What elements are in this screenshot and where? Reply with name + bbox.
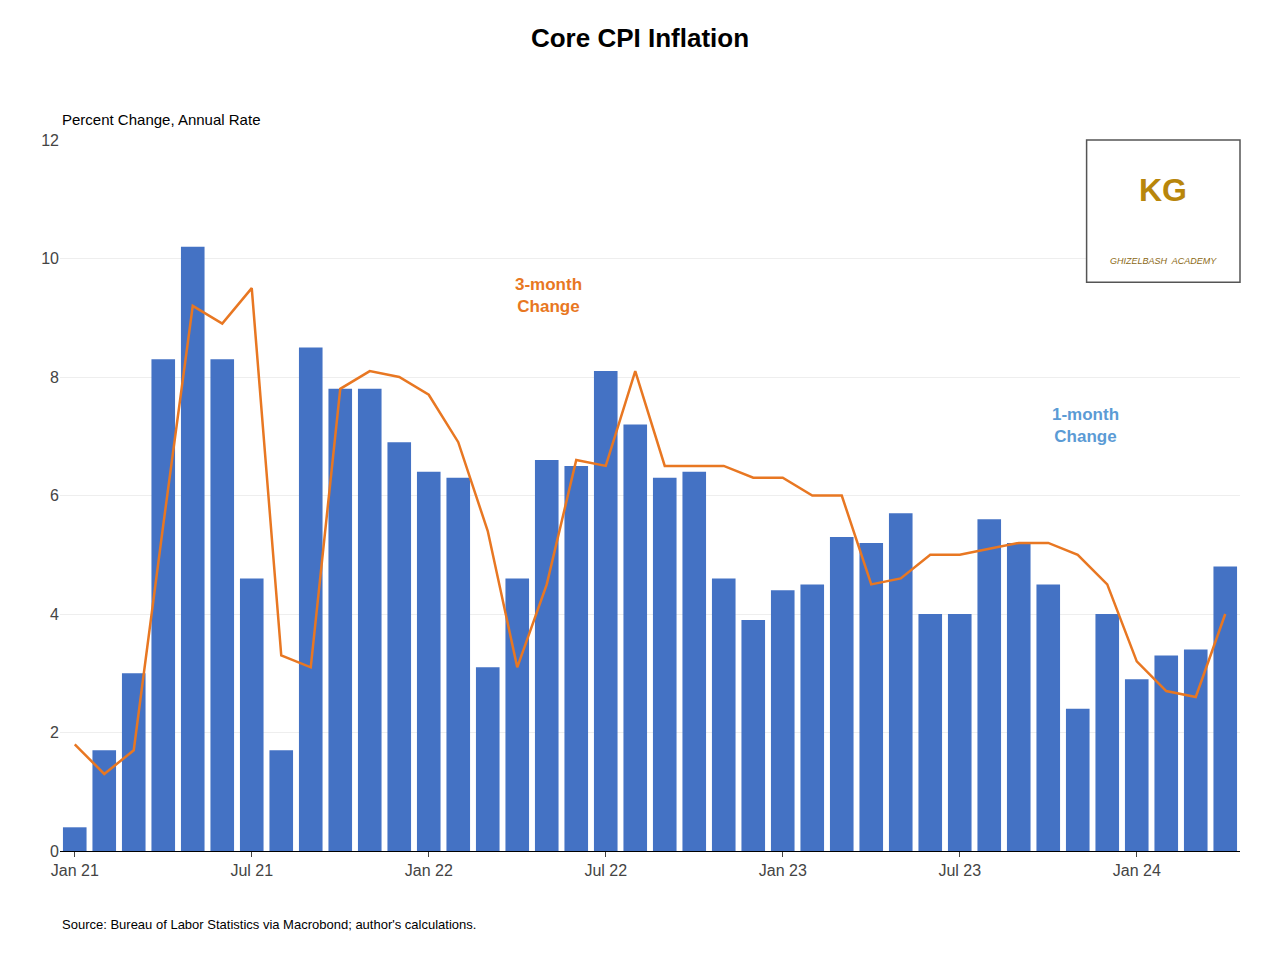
svg-text:Jul 22: Jul 22 <box>584 862 627 879</box>
svg-text:Jan 23: Jan 23 <box>759 862 807 879</box>
svg-text:2: 2 <box>50 724 59 741</box>
svg-text:Source: Bureau of Labor Statis: Source: Bureau of Labor Statistics via M… <box>62 917 476 932</box>
svg-text:Jan 21: Jan 21 <box>51 862 99 879</box>
svg-text:1-monthChange: 1-monthChange <box>1052 405 1119 446</box>
svg-text:Percent Change, Annual Rate: Percent Change, Annual Rate <box>62 111 260 128</box>
svg-text:12: 12 <box>41 132 59 149</box>
svg-text:Jan 24: Jan 24 <box>1113 862 1161 879</box>
svg-text:6: 6 <box>50 487 59 504</box>
svg-text:Jan 22: Jan 22 <box>405 862 453 879</box>
svg-text:Jul 21: Jul 21 <box>230 862 273 879</box>
svg-text:8: 8 <box>50 369 59 386</box>
svg-text:GHIZELBASH ACADEMY: GHIZELBASH ACADEMY <box>1110 256 1217 266</box>
svg-text:Jul 23: Jul 23 <box>938 862 981 879</box>
svg-text:0: 0 <box>50 843 59 860</box>
svg-text:10: 10 <box>41 250 59 267</box>
svg-text:Core CPI Inflation: Core CPI Inflation <box>531 23 749 53</box>
svg-text:4: 4 <box>50 606 59 623</box>
svg-text:3-monthChange: 3-monthChange <box>515 275 582 316</box>
svg-text:KG: KG <box>1139 172 1187 208</box>
